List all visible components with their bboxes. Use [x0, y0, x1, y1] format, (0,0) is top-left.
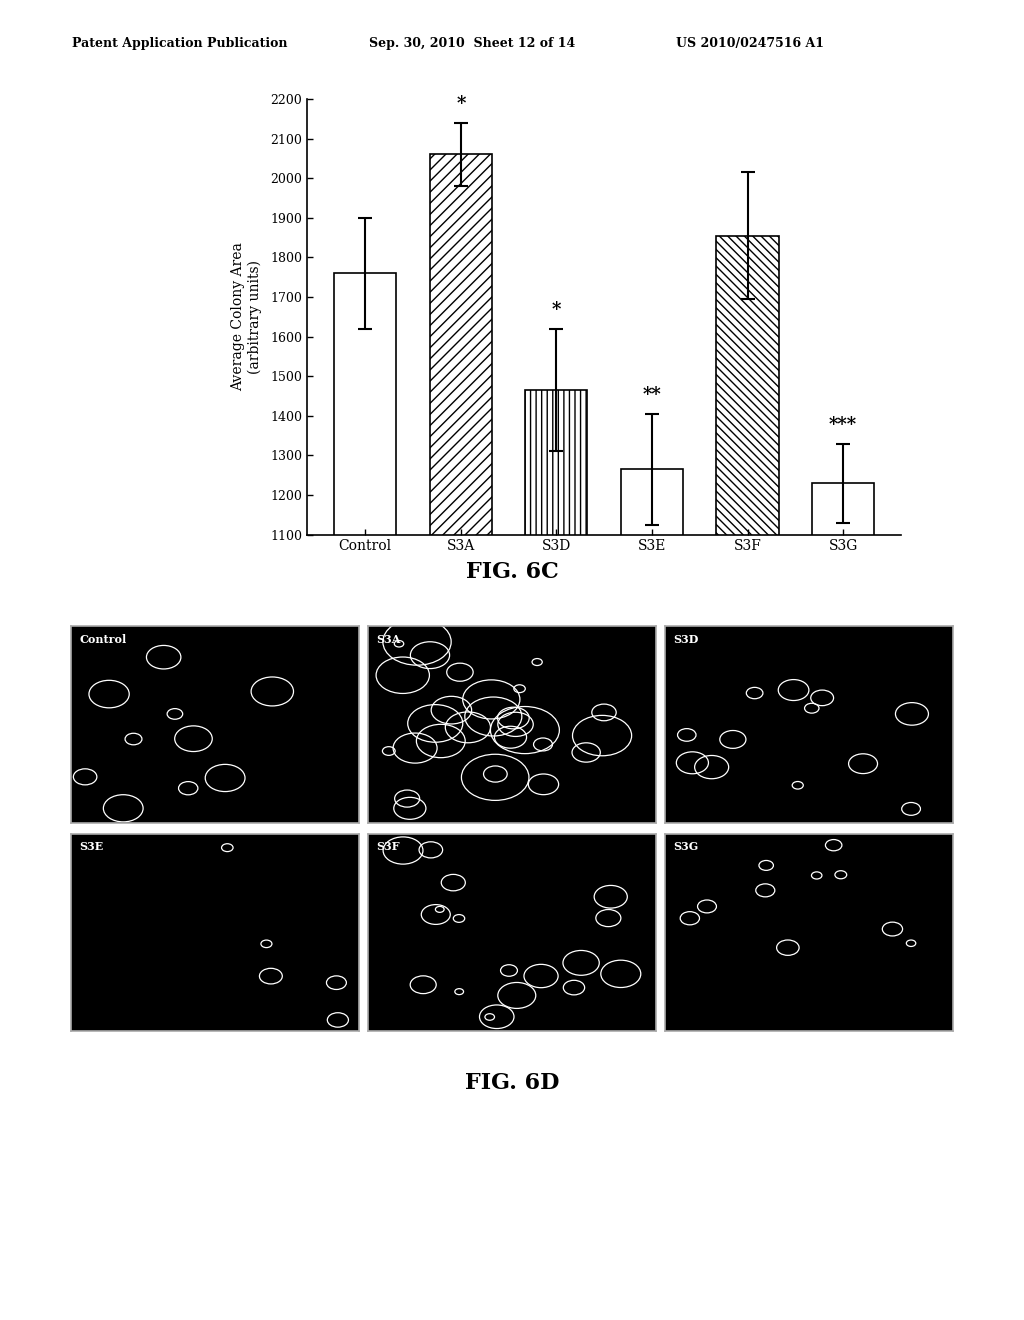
Text: Control: Control — [79, 634, 127, 644]
Text: FIG. 6D: FIG. 6D — [465, 1072, 559, 1094]
Text: US 2010/0247516 A1: US 2010/0247516 A1 — [676, 37, 824, 50]
Y-axis label: Average Colony Area
(arbitrary units): Average Colony Area (arbitrary units) — [231, 243, 262, 391]
Bar — [525, 391, 588, 970]
Text: S3E: S3E — [79, 841, 103, 853]
Text: ***: *** — [829, 416, 857, 433]
Bar — [717, 235, 778, 970]
Bar — [334, 273, 396, 970]
Bar — [812, 483, 874, 970]
Text: Sep. 30, 2010  Sheet 12 of 14: Sep. 30, 2010 Sheet 12 of 14 — [369, 37, 574, 50]
Text: Patent Application Publication: Patent Application Publication — [72, 37, 287, 50]
Text: *: * — [552, 301, 561, 318]
Text: S3D: S3D — [673, 634, 698, 644]
Text: S3F: S3F — [376, 841, 400, 853]
Bar — [430, 154, 492, 970]
Text: S3A: S3A — [376, 634, 400, 644]
Text: **: ** — [643, 385, 662, 404]
Text: S3G: S3G — [673, 841, 698, 853]
Text: *: * — [456, 95, 466, 114]
Bar — [621, 470, 683, 970]
Text: FIG. 6C: FIG. 6C — [466, 561, 558, 583]
